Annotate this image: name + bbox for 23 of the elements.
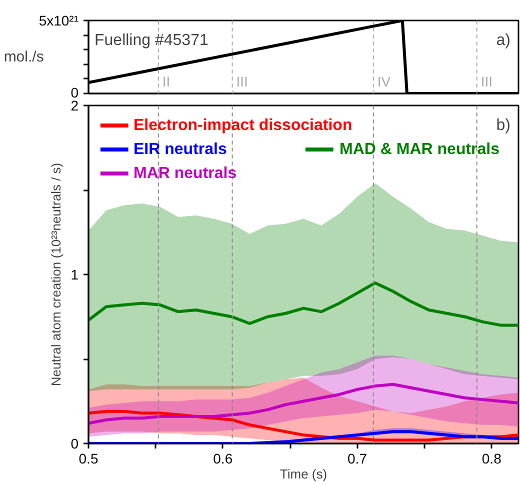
x-tick-label: 0.6 (213, 450, 233, 466)
ref-line-label: IV (377, 74, 392, 90)
x-tick-label: 0.7 (348, 450, 368, 466)
legend-label: EIR neutrals (134, 141, 227, 158)
x-tick-label: 0.8 (482, 450, 502, 466)
legend-label: MAD & MAR neutrals (340, 141, 500, 158)
annotation: a) (496, 32, 511, 49)
annotation: b) (496, 117, 511, 134)
ref-line-label: III (480, 74, 493, 90)
legend-label: Electron-impact dissociation (134, 117, 352, 134)
y-tick-label: 5x10²¹ (38, 12, 79, 28)
x-axis-title: Time (s) (280, 466, 328, 482)
legend-label: MAR neutrals (134, 165, 237, 182)
x-tick-label: 0.5 (78, 450, 98, 466)
ref-line-label: II (162, 74, 170, 90)
y-axis-title: Neutral atom creation (10²³neutrals / s) (48, 162, 64, 386)
y-tick-label: 2 (70, 98, 79, 114)
ref-line-label: III (236, 74, 248, 90)
annotation: Fuelling #45371 (94, 32, 208, 49)
y-axis-title: mol./s (4, 48, 44, 66)
y-tick-label: 1 (70, 266, 79, 282)
y-tick-label: 0 (70, 436, 79, 452)
y-tick-label: 0 (70, 84, 79, 100)
